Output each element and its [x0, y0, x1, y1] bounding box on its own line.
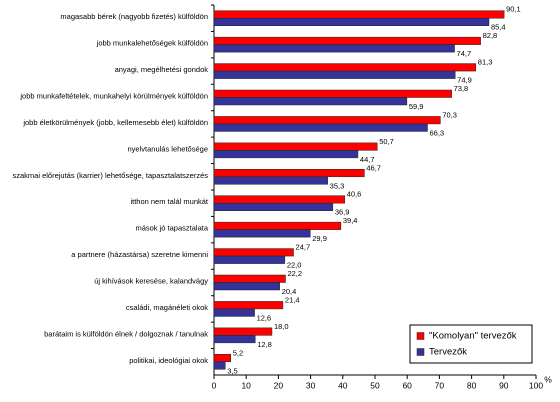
legend-box — [409, 324, 533, 364]
bar — [213, 361, 226, 370]
value-label: 73,8 — [454, 84, 469, 93]
value-label: 18,0 — [274, 322, 289, 331]
x-tick-label: 90 — [499, 380, 509, 390]
bar — [213, 229, 311, 238]
value-label: 21,4 — [285, 295, 300, 304]
x-tick-label: 30 — [306, 380, 316, 390]
value-label: 70,3 — [442, 110, 457, 119]
value-label: 44,7 — [360, 155, 375, 164]
x-tick-label: 40 — [338, 380, 348, 390]
y-tick-label: jobb munkalehetőségek külföldön — [96, 39, 208, 48]
x-tick-label: 50 — [370, 380, 380, 390]
value-label: 59,9 — [409, 102, 424, 111]
bar — [213, 274, 286, 283]
y-tick-label: mások jó tapasztalata — [135, 224, 208, 233]
value-label: 82,8 — [483, 31, 498, 40]
value-label: 39,4 — [343, 216, 358, 225]
bar — [213, 301, 284, 310]
legend-swatch — [416, 348, 425, 356]
bar — [213, 202, 334, 211]
y-tick-label: jobb munkafeltételek, munkahelyi körülmé… — [19, 91, 208, 100]
bar — [213, 10, 505, 19]
value-label: 36,9 — [335, 208, 350, 217]
bar — [213, 195, 345, 204]
bar — [213, 221, 342, 230]
value-label: 40,6 — [347, 190, 362, 199]
y-tick-label: nyelvtanulás lehetősége — [128, 144, 208, 153]
value-label: 5,2 — [233, 348, 243, 357]
bar — [213, 282, 280, 291]
x-tick-label: 100 — [529, 380, 543, 390]
legend-swatch — [416, 332, 425, 340]
legend-label: "Komolyan" tervezők — [429, 331, 517, 342]
bar — [213, 70, 456, 79]
bar — [213, 17, 490, 26]
value-label: 22,2 — [287, 269, 302, 278]
x-tick-label: 20 — [274, 380, 284, 390]
bar — [213, 335, 256, 344]
bar — [213, 308, 255, 317]
bar — [213, 123, 428, 132]
y-tick-label: itthon nem talál munkát — [130, 197, 208, 206]
value-label: 85,4 — [491, 23, 506, 32]
bar — [213, 142, 378, 151]
legend-label: Tervezők — [429, 347, 467, 358]
y-tick-label: jobb életkörülmények (jobb, kellemesebb … — [22, 118, 208, 127]
bar — [213, 36, 481, 45]
x-tick-label: 10 — [241, 380, 251, 390]
y-tick-label: anyagi, megélhetési gondok — [115, 65, 209, 74]
value-label: 3,5 — [227, 366, 237, 375]
value-label: 74,7 — [457, 49, 472, 58]
value-label: 12,6 — [257, 313, 272, 322]
x-axis-label: % — [544, 374, 552, 384]
value-label: 74,9 — [457, 76, 472, 85]
y-tick-label: a partnere (házastársa) szeretne kimenni — [71, 250, 208, 259]
value-label: 66,3 — [429, 128, 444, 137]
value-label: 90,1 — [506, 5, 521, 14]
bar — [213, 63, 477, 72]
value-label: 24,7 — [296, 243, 311, 252]
x-tick-label: 60 — [402, 380, 412, 390]
bar — [213, 44, 455, 53]
y-tick-label: szakmai előrejutás (karrier) lehetősége,… — [12, 171, 208, 180]
bar — [213, 255, 286, 264]
y-tick-label: politikai, ideológiai okok — [129, 356, 208, 365]
value-label: 81,3 — [478, 58, 493, 67]
value-label: 29,9 — [312, 234, 327, 243]
value-label: 22,0 — [287, 261, 302, 270]
bar — [213, 150, 359, 159]
bar — [213, 97, 408, 106]
bar — [213, 354, 231, 363]
y-tick-label: családi, magánéleti okok — [126, 303, 208, 312]
bar — [213, 116, 441, 125]
x-tick-label: 80 — [467, 380, 477, 390]
value-label: 20,4 — [282, 287, 297, 296]
y-tick-label: új kihívások keresése, kalandvágy — [94, 276, 208, 285]
bar — [213, 169, 365, 178]
y-tick-label: barátaim is külföldön élnek / dolgoznak … — [44, 329, 208, 338]
bar — [213, 327, 273, 336]
value-label: 46,7 — [366, 163, 381, 172]
bar — [213, 248, 294, 257]
value-label: 50,7 — [379, 137, 394, 146]
x-tick-label: 0 — [212, 380, 217, 390]
x-tick-label: 70 — [435, 380, 445, 390]
value-label: 35,3 — [330, 181, 345, 190]
bar — [213, 176, 328, 185]
y-tick-label: magasabb bérek (nagyobb fizetés) külföld… — [60, 12, 208, 21]
bar — [213, 89, 452, 98]
value-label: 12,8 — [257, 340, 272, 349]
